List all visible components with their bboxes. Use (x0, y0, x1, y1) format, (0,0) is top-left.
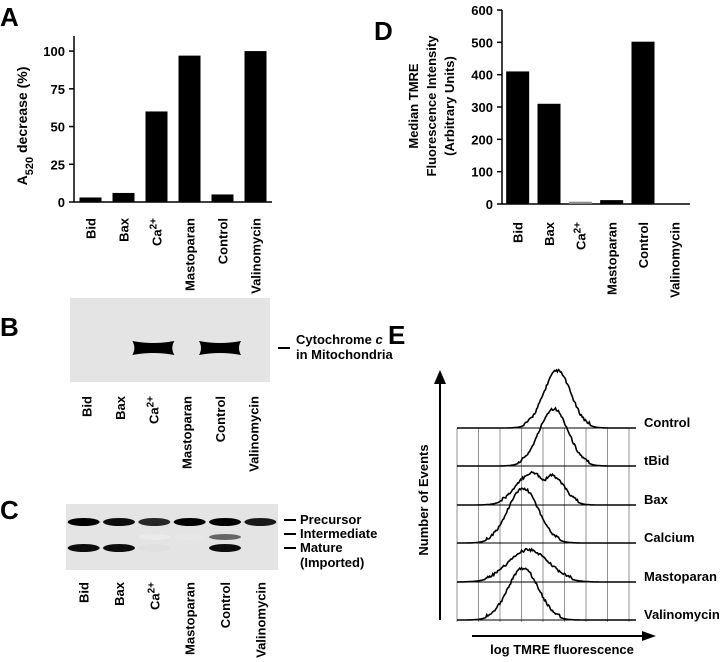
a-bar (244, 51, 267, 202)
e-histogram-curve (457, 368, 636, 429)
panel-letter-a: A (0, 2, 19, 32)
d-bar (568, 201, 592, 204)
a-bar (178, 55, 201, 203)
a-category-label: Valinomycin (249, 218, 264, 294)
b-lane-label: Bax (113, 395, 128, 420)
d-category-label: Valinomycin (667, 222, 682, 298)
c-blot-membrane (66, 504, 278, 570)
d-category-label: Bid (511, 222, 526, 243)
b-blot-membrane (70, 298, 270, 382)
a-ytick-label: 0 (58, 195, 65, 210)
c-row-label: Mature (300, 540, 343, 555)
d-ylabel-line: Fluorescence Intensity (424, 35, 439, 177)
c-lane-label: Mastoparan (183, 582, 198, 655)
c-band (209, 544, 241, 552)
a-ytick-label: 100 (43, 44, 65, 59)
a-category-label: Ca2+ (148, 218, 165, 246)
panel-letter-e: E (388, 320, 406, 350)
c-row-label: Intermediate (300, 526, 377, 541)
a-category-label: Mastoparan (183, 218, 198, 291)
d-ytick-label: 500 (471, 35, 493, 50)
d-category-label: Ca2+ (572, 222, 589, 250)
e-series-label: tBid (644, 453, 669, 468)
e-series-label: Valinomycin (644, 607, 720, 622)
e-series-label: Bax (644, 492, 669, 507)
c-lane-label: Bid (77, 582, 92, 603)
e-histogram-curve (457, 470, 636, 506)
e-series-label: Control (644, 415, 690, 430)
c-band (138, 544, 171, 552)
a-ytick-label: 75 (51, 82, 65, 97)
a-bar (211, 194, 234, 202)
c-band (138, 534, 171, 540)
a-ytick-label: 50 (51, 120, 65, 135)
c-band (209, 534, 241, 540)
c-band (173, 534, 206, 540)
c-lane-label: Ca2+ (146, 582, 163, 610)
d-bar (600, 200, 624, 204)
e-series-label: Mastoparan (644, 569, 717, 584)
c-band (67, 544, 100, 552)
d-category-label: Mastoparan (605, 222, 620, 295)
e-x-arrowhead (642, 631, 656, 641)
c-band (173, 518, 206, 526)
d-ytick-label: 400 (471, 68, 493, 83)
c-lane-label: Control (218, 582, 233, 628)
e-y-arrowhead (434, 370, 446, 384)
c-row-label: Precursor (300, 512, 361, 527)
b-lane-label: Bid (80, 396, 95, 417)
a-bar (145, 111, 168, 202)
d-ytick-label: 200 (471, 132, 493, 147)
c-row-note: (Imported) (300, 555, 364, 570)
d-category-label: Bax (542, 221, 557, 246)
d-ytick-label: 100 (471, 165, 493, 180)
c-lane-label: Bax (112, 581, 127, 606)
b-band (199, 341, 241, 355)
d-category-label: Control (636, 222, 651, 268)
d-ytick-label: 0 (486, 197, 493, 212)
a-bar (112, 192, 135, 202)
panel-letter-c: C (0, 495, 19, 525)
e-histogram-curve (457, 566, 636, 621)
c-band (103, 544, 135, 552)
a-category-label: Bax (117, 217, 132, 242)
c-band (103, 518, 135, 526)
e-ylabel: Number of Events (416, 444, 431, 555)
c-band (244, 518, 277, 526)
e-histogram-curve (457, 406, 636, 467)
c-lane-label: Valinomycin (253, 582, 268, 658)
b-lane-label: Valinomycin (246, 396, 261, 472)
e-histogram-curve (457, 487, 636, 544)
e-histogram-curve (457, 547, 636, 583)
d-ylabel-line: Median TMRE (406, 63, 421, 149)
panel-letter-b: B (0, 312, 19, 342)
d-ytick-label: 300 (471, 100, 493, 115)
e-series-label: Calcium (644, 530, 695, 545)
e-xlabel: log TMRE fluorescence (490, 642, 634, 657)
d-ylabel-line: (Arbitrary Units) (442, 56, 457, 156)
c-band (209, 518, 241, 526)
a-ylabel: A520 decrease (%) (14, 67, 36, 186)
d-bar (506, 71, 530, 204)
a-category-label: Bid (84, 218, 99, 239)
a-ytick-label: 25 (51, 157, 65, 172)
panel-letter-d: D (374, 16, 393, 46)
d-bar (537, 103, 561, 204)
b-band (132, 341, 175, 355)
b-lane-label: Ca2+ (145, 396, 162, 424)
c-band (138, 518, 171, 526)
b-lane-label: Mastoparan (180, 396, 195, 469)
a-category-label: Control (216, 218, 231, 264)
a-bar (79, 197, 102, 202)
b-band-label: Cytochrome c (296, 332, 383, 347)
b-lane-label: Control (213, 396, 228, 442)
c-band (67, 518, 100, 526)
d-ytick-label: 600 (471, 3, 493, 18)
d-bar (631, 41, 655, 204)
b-band-label: in Mitochondria (296, 347, 394, 362)
